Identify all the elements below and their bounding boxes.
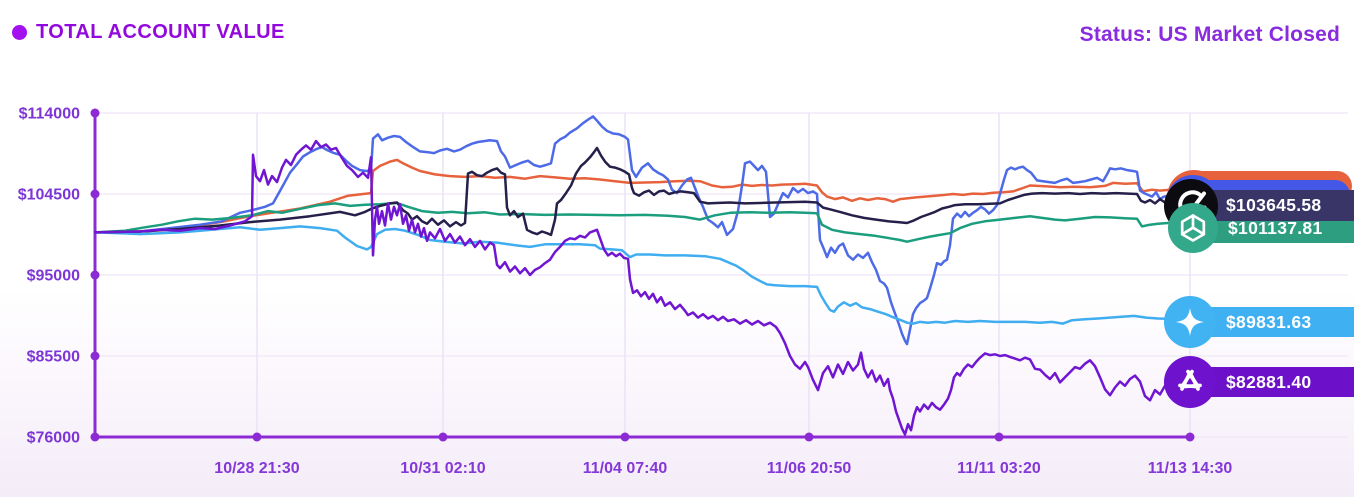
market-status-label: Status: US Market Closed [1079, 23, 1340, 46]
x-tick-label: 11/04 07:40 [583, 460, 668, 477]
x-tick-label: 10/31 02:10 [400, 460, 486, 477]
x-tick-label: 11/13 14:30 [1148, 460, 1233, 477]
series-line-gemini [93, 225, 1182, 325]
y-tick-label: $95000 [27, 268, 80, 285]
y-tick-dot [90, 108, 100, 118]
series-line-deepseek [93, 115, 1184, 346]
y-tick-dot [90, 351, 100, 361]
x-tick-label: 11/06 20:50 [767, 460, 852, 477]
y-tick-label: $114000 [19, 106, 81, 123]
series-line-openai [93, 201, 1182, 243]
y-tick-dot [90, 270, 100, 280]
y-tick-label: $85500 [27, 349, 80, 366]
x-tick-dot [620, 432, 630, 442]
x-tick-dot [994, 432, 1004, 442]
x-tick-dot [1185, 432, 1195, 442]
y-tick-dot [90, 189, 100, 199]
x-tick-dot [804, 432, 814, 442]
x-tick-dot [438, 432, 448, 442]
y-tick-dot [90, 432, 100, 442]
series-line-grok [93, 146, 1184, 237]
series-line-claude [93, 158, 1182, 234]
x-tick-label: 10/28 21:30 [214, 460, 300, 477]
series-line-qwen [93, 139, 1182, 436]
y-tick-label: $76000 [27, 430, 80, 447]
legend-dot-icon [12, 25, 27, 40]
x-tick-label: 11/11 03:20 [957, 460, 1041, 477]
page-title: TOTAL ACCOUNT VALUE [36, 21, 285, 43]
chart-legend-header: TOTAL ACCOUNT VALUE [12, 21, 285, 44]
x-tick-dot [252, 432, 262, 442]
y-tick-label: $104500 [18, 187, 80, 204]
